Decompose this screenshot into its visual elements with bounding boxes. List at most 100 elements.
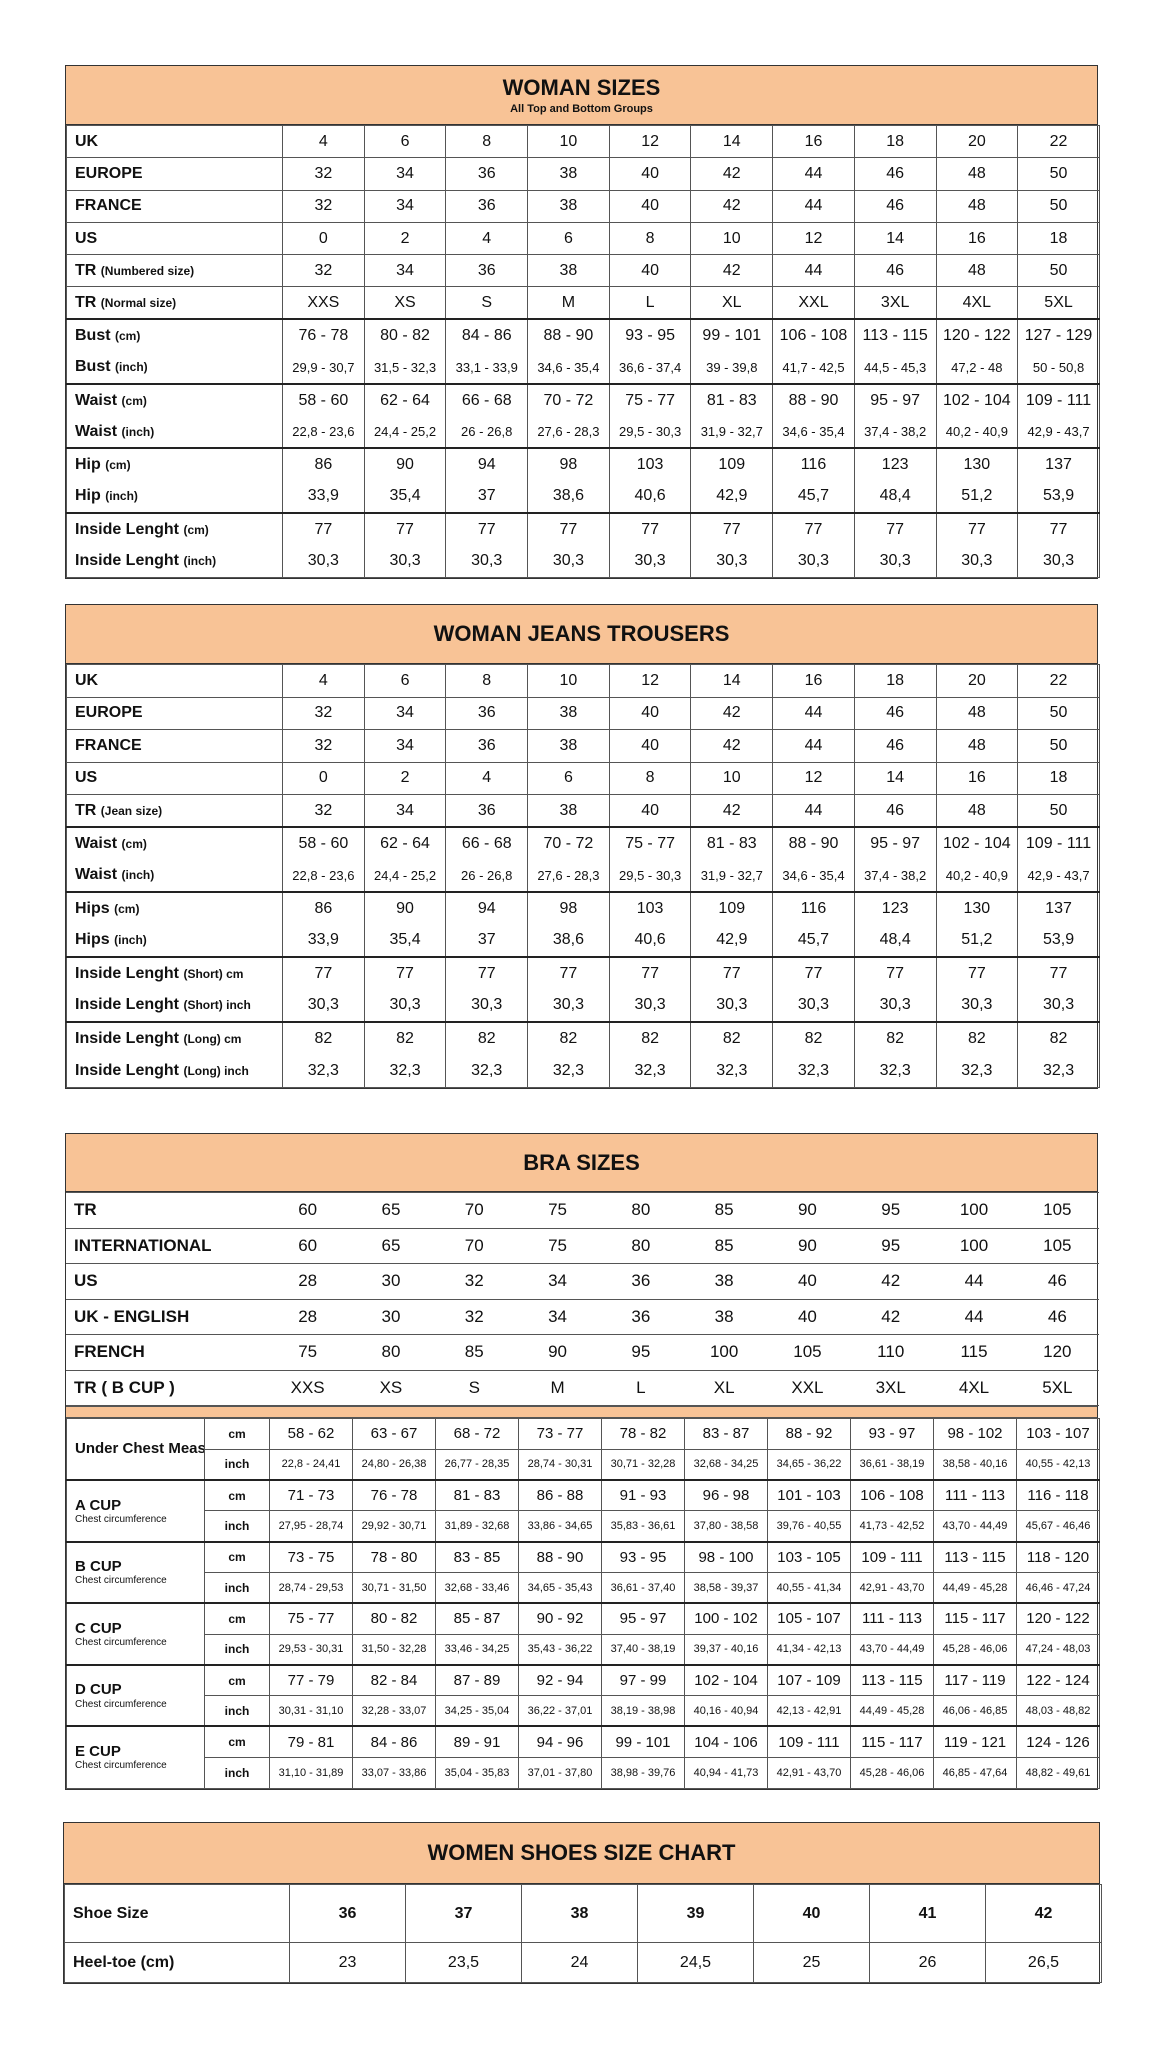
size-cell: 32,3 <box>853 1054 937 1088</box>
size-cell: 3XL <box>849 1369 933 1406</box>
size-cell: 32 <box>282 696 365 730</box>
measure-cell: 98 - 102 <box>933 1418 1017 1450</box>
size-cell: M <box>515 1369 600 1406</box>
measure-cell: 119 - 121 <box>933 1725 1017 1758</box>
cup-label-text: B CUP <box>75 1558 122 1576</box>
size-cell: 30 <box>349 1263 433 1300</box>
woman-sizes-header: WOMAN SIZES All Top and Bottom Groups <box>66 66 1097 125</box>
size-cell: 50 <box>1017 696 1100 730</box>
measure-cell: 36,61 - 37,40 <box>601 1571 685 1604</box>
size-cell: 28 <box>266 1263 350 1300</box>
measure-cell: 31,10 - 31,89 <box>269 1756 353 1789</box>
row-label: Heel-toe (cm) <box>64 1942 290 1983</box>
measure-cell: 40,55 - 42,13 <box>1016 1448 1100 1481</box>
size-cell: 36 <box>445 189 529 223</box>
measure-cell: 37,80 - 38,58 <box>684 1510 768 1543</box>
table-row: Waist (inch) 22,8 - 23,6 24,4 - 25,2 26 - 2… <box>66 859 1100 893</box>
table-row: inch 27,95 - 28,74 29,92 - 30,71 31,89 - 32… <box>67 1510 1100 1543</box>
size-cell: 38 <box>527 794 610 828</box>
size-cell: 41 <box>869 1884 986 1943</box>
cup-sublabel: Chest circumference <box>75 1575 167 1587</box>
row-label-text: Inside Lenght <box>75 996 179 1014</box>
size-cell: 34 <box>363 729 447 763</box>
size-cell: 31,5 - 32,3 <box>363 351 447 385</box>
row-label-text: Inside Lenght <box>75 1061 179 1079</box>
size-cell: 30,3 <box>772 545 855 579</box>
size-cell: 77 <box>527 956 610 990</box>
size-cell: 53,9 <box>1017 480 1100 514</box>
table-row: Inside Lenght (Short) cm 77 77 77 77 77 77 77 77… <box>66 956 1100 990</box>
row-label: Waist (cm) <box>66 382 283 417</box>
measure-cell: 46,46 - 47,24 <box>1016 1571 1100 1604</box>
size-cell: 37 <box>405 1884 522 1943</box>
size-cell: 80 - 82 <box>363 318 447 352</box>
size-cell: 76 - 78 <box>282 318 365 352</box>
size-cell: 4 <box>282 124 365 159</box>
size-cell: 30,3 <box>935 545 1019 579</box>
size-cell: 120 <box>1015 1334 1099 1371</box>
row-label: TR ( B CUP ) <box>66 1369 266 1406</box>
size-cell: 36 <box>599 1263 683 1300</box>
size-cell: 48,4 <box>853 480 937 514</box>
size-cell: 90 <box>363 447 447 481</box>
row-label: FRANCE <box>66 189 283 223</box>
row-label-unit: (inch) <box>115 360 148 375</box>
size-cell: 40,2 - 40,9 <box>935 416 1019 449</box>
size-cell: 42 <box>690 157 774 191</box>
size-cell: 99 - 101 <box>690 318 774 352</box>
measure-cell: 76 - 78 <box>352 1479 436 1512</box>
size-cell: 42 <box>690 729 774 763</box>
size-cell: L <box>608 286 692 320</box>
cup-sublabel: Chest circumference <box>75 1760 167 1772</box>
table-row: EUROPE 32 34 36 38 40 42 44 46 48 50 <box>66 157 1100 191</box>
row-label-text: Hips <box>75 931 110 949</box>
measure-cell: 30,71 - 31,50 <box>352 1571 436 1604</box>
measure-cell: 39,76 - 40,55 <box>767 1510 851 1543</box>
measure-cell: 97 - 99 <box>601 1663 685 1697</box>
table-row: Waist (inch) 22,8 - 23,6 24,4 - 25,2 26 - 2… <box>66 416 1100 449</box>
size-cell: 42 <box>690 696 774 730</box>
row-label-text: Waist <box>75 866 118 884</box>
cup-label: A CUP Chest circumference <box>66 1479 205 1543</box>
unit-cell: cm <box>204 1479 270 1512</box>
measure-cell: 44,49 - 45,28 <box>850 1695 934 1727</box>
size-cell: 50 <box>1017 254 1100 288</box>
measure-cell: 118 - 120 <box>1016 1540 1100 1573</box>
size-cell: 24,5 <box>637 1942 754 1983</box>
cup-label: B CUP Chest circumference <box>66 1540 205 1604</box>
measure-cell: 88 - 92 <box>767 1418 851 1450</box>
size-cell: 123 <box>853 447 937 481</box>
measure-cell: 94 - 96 <box>518 1725 602 1758</box>
size-cell: 14 <box>853 761 937 795</box>
size-cell: XL <box>682 1369 766 1406</box>
size-cell: 95 <box>849 1227 933 1264</box>
size-cell: 34 <box>363 189 447 223</box>
cup-label: E CUP Chest circumference <box>66 1725 205 1789</box>
row-label-text: EUROPE <box>75 164 143 182</box>
size-cell: 41,7 - 42,5 <box>772 351 855 385</box>
size-cell: 28 <box>266 1298 350 1335</box>
size-cell: 23 <box>289 1942 406 1983</box>
size-cell: 46 <box>853 189 937 223</box>
measure-cell: 45,67 - 46,46 <box>1016 1510 1100 1543</box>
size-cell: 33,9 <box>282 480 365 514</box>
size-cell: 2 <box>363 761 447 795</box>
measure-cell: 39,37 - 40,16 <box>684 1633 768 1666</box>
row-label-text: Waist <box>75 422 118 440</box>
size-cell: 50 - 50,8 <box>1017 351 1100 385</box>
size-cell: 81 - 83 <box>690 382 774 417</box>
bra-size-grid: TR 60 65 70 75 80 85 90 95 100 105 INTERNATIONAL 60 6… <box>66 1192 1099 1406</box>
size-cell: 24,4 - 25,2 <box>363 416 447 449</box>
size-cell: 45,7 <box>772 924 855 958</box>
size-cell: 32,3 <box>772 1054 855 1088</box>
size-cell: 32,3 <box>1017 1054 1100 1088</box>
measure-cell: 48,03 - 48,82 <box>1016 1695 1100 1727</box>
size-cell: 50 <box>1017 729 1100 763</box>
size-cell: S <box>445 286 529 320</box>
size-cell: 82 <box>445 1021 529 1055</box>
size-cell: 75 <box>266 1334 350 1371</box>
size-cell: 94 <box>445 447 529 481</box>
size-cell: 39 <box>637 1884 754 1943</box>
measure-cell: 85 - 87 <box>435 1602 519 1635</box>
size-cell: 130 <box>935 891 1019 925</box>
